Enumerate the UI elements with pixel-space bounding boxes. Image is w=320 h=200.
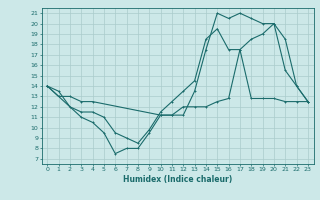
X-axis label: Humidex (Indice chaleur): Humidex (Indice chaleur) xyxy=(123,175,232,184)
